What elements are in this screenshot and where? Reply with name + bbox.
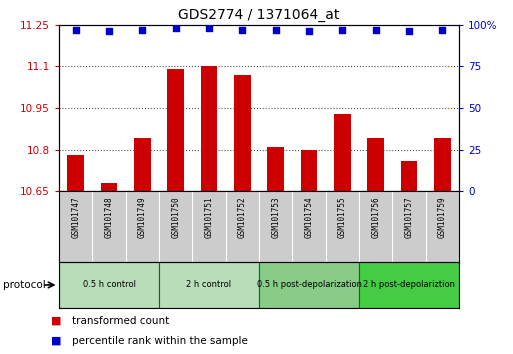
Text: 2 h post-depolariztion: 2 h post-depolariztion [363, 280, 455, 290]
Text: GSM101751: GSM101751 [205, 197, 213, 239]
Text: GSM101754: GSM101754 [305, 197, 313, 239]
Bar [67, 155, 84, 191]
Text: GSM101749: GSM101749 [138, 197, 147, 239]
Bar [59, 262, 159, 308]
Point [271, 27, 280, 33]
Text: ■: ■ [51, 316, 62, 326]
Text: GSM101757: GSM101757 [405, 197, 413, 239]
Point [438, 27, 446, 33]
Bar [101, 183, 117, 191]
Text: ■: ■ [51, 336, 62, 346]
Point [105, 29, 113, 34]
Bar [401, 161, 418, 191]
Point [171, 25, 180, 31]
Text: GSM101752: GSM101752 [238, 197, 247, 239]
Point [138, 27, 146, 33]
Bar [259, 262, 359, 308]
Text: 0.5 h post-depolarization: 0.5 h post-depolarization [256, 280, 362, 290]
Bar [201, 67, 218, 191]
Text: transformed count: transformed count [72, 316, 169, 326]
Point [205, 25, 213, 31]
Bar [334, 114, 351, 191]
Text: protocol: protocol [3, 280, 45, 290]
Bar [434, 138, 451, 191]
Text: GSM101759: GSM101759 [438, 197, 447, 239]
Text: GSM101748: GSM101748 [105, 197, 113, 239]
Point [338, 27, 346, 33]
Bar [234, 75, 251, 191]
Point [71, 27, 80, 33]
Text: 2 h control: 2 h control [187, 280, 231, 290]
Text: GSM101753: GSM101753 [271, 197, 280, 239]
Text: GSM101755: GSM101755 [338, 197, 347, 239]
Point [305, 29, 313, 34]
Text: 0.5 h control: 0.5 h control [83, 280, 135, 290]
Text: percentile rank within the sample: percentile rank within the sample [72, 336, 248, 346]
Title: GDS2774 / 1371064_at: GDS2774 / 1371064_at [179, 8, 340, 22]
Text: GSM101747: GSM101747 [71, 197, 80, 239]
Text: GSM101756: GSM101756 [371, 197, 380, 239]
Bar [301, 149, 318, 191]
Point [238, 27, 246, 33]
Point [371, 27, 380, 33]
Point [405, 29, 413, 34]
Bar [359, 262, 459, 308]
Bar [159, 262, 259, 308]
Bar [367, 138, 384, 191]
Bar [134, 138, 151, 191]
Bar [267, 147, 284, 191]
Text: GSM101750: GSM101750 [171, 197, 180, 239]
Bar [167, 69, 184, 191]
